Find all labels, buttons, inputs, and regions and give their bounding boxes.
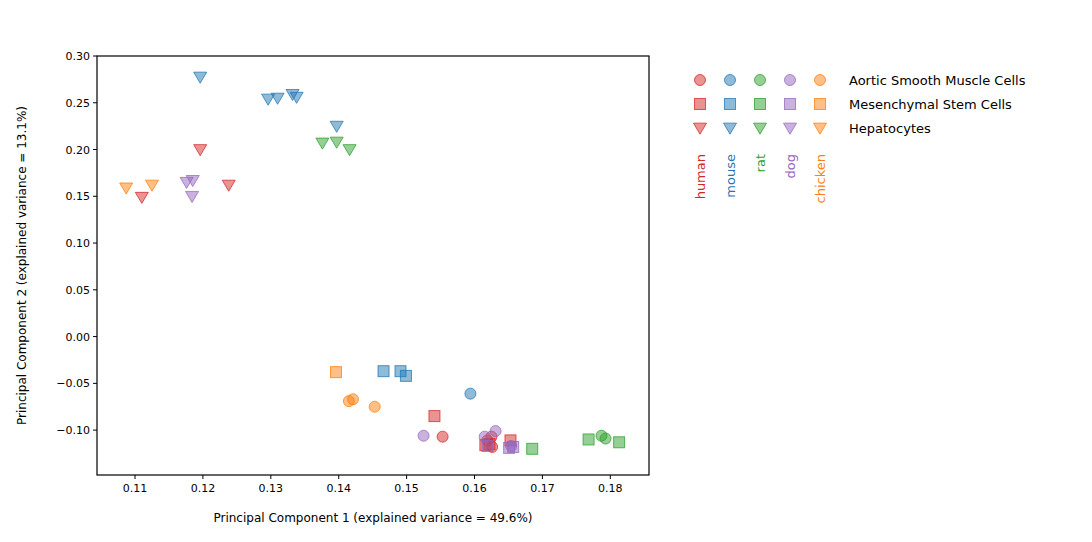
legend-marker (754, 123, 767, 134)
point (222, 180, 235, 191)
y-tick-label: 0.30 (66, 50, 91, 63)
point (186, 176, 199, 187)
y-tick (93, 102, 97, 103)
point (437, 431, 448, 442)
legend-marker (695, 99, 706, 110)
legend-marker (725, 99, 736, 110)
legend-species-label: mouse (723, 154, 738, 198)
point (135, 192, 148, 203)
point (400, 370, 411, 381)
x-tick (135, 475, 136, 479)
y-tick (93, 196, 97, 197)
point (583, 434, 594, 445)
x-tick-label: 0.15 (394, 482, 419, 495)
legend-marker (815, 99, 826, 110)
x-tick (542, 475, 543, 479)
point (186, 191, 199, 202)
legend-marker (694, 123, 707, 134)
x-tick-label: 0.17 (530, 482, 555, 495)
point (120, 183, 133, 194)
legend-marker (785, 99, 796, 110)
y-tick (93, 243, 97, 244)
legend-marker (815, 75, 826, 86)
x-tick (270, 475, 271, 479)
legend-marker (755, 75, 766, 86)
point (465, 388, 476, 399)
y-tick-label: 0.25 (66, 97, 91, 110)
x-tick (202, 475, 203, 479)
point (429, 411, 440, 422)
legend: Aortic Smooth Muscle Cells Mesenchymal St… (693, 73, 1026, 203)
legend-label: Mesenchymal Stem Cells (849, 97, 1012, 112)
point (600, 433, 611, 444)
legend-species-label: rat (753, 154, 768, 172)
legend-species-label: dog (783, 154, 798, 178)
x-tick (610, 475, 611, 479)
x-tick (338, 475, 339, 479)
legend-marker (725, 75, 736, 86)
y-tick (93, 56, 97, 57)
point (330, 367, 341, 378)
point (614, 437, 625, 448)
y-tick (93, 383, 97, 384)
y-tick-label: −0.10 (56, 424, 90, 437)
x-tick-label: 0.11 (123, 482, 148, 495)
legend-marker (695, 75, 706, 86)
point (330, 137, 343, 148)
y-tick-label: −0.05 (56, 377, 90, 390)
x-tick (406, 475, 407, 479)
y-tick-label: 0.00 (66, 331, 91, 344)
plot-frame (97, 56, 649, 475)
legend-marker (755, 99, 766, 110)
point (490, 426, 501, 437)
point (316, 138, 329, 149)
legend-species-label: human (693, 154, 708, 199)
legend-marker (784, 123, 797, 134)
point (343, 145, 356, 156)
y-tick-label: 0.05 (66, 284, 91, 297)
point (271, 93, 284, 104)
y-tick (93, 430, 97, 431)
x-tick-label: 0.14 (326, 482, 351, 495)
y-tick (93, 289, 97, 290)
x-tick-label: 0.12 (191, 482, 216, 495)
y-axis-label: Principal Component 2 (explained varianc… (15, 106, 29, 425)
legend-label: Hepatocytes (849, 121, 931, 136)
chart: 0.11 0.12 0.13 0.14 0.15 0.16 0.17 0.18 0.30 0.25… (0, 0, 1092, 542)
point (482, 441, 493, 452)
y-tick-label: 0.15 (66, 190, 91, 203)
point (369, 401, 380, 412)
x-tick-label: 0.16 (462, 482, 487, 495)
point (347, 394, 358, 405)
y-tick-label: 0.20 (66, 144, 91, 157)
y-tick (93, 149, 97, 150)
points (120, 72, 625, 454)
point (378, 366, 389, 377)
legend-marker (814, 123, 827, 134)
x-tick (474, 475, 475, 479)
point (290, 92, 303, 103)
legend-marker (785, 75, 796, 86)
legend-label: Aortic Smooth Muscle Cells (849, 73, 1026, 88)
point (330, 121, 343, 132)
point (194, 72, 207, 83)
point (418, 430, 429, 441)
point (145, 180, 158, 191)
legend-species-label: chicken (813, 154, 828, 203)
x-axis-label: Principal Component 1 (explained varianc… (213, 511, 532, 525)
point (527, 443, 538, 454)
point (504, 442, 515, 453)
y-tick (93, 336, 97, 337)
x-tick-label: 0.13 (259, 482, 284, 495)
point (194, 145, 207, 156)
y-tick-label: 0.10 (66, 237, 91, 250)
x-tick-label: 0.18 (598, 482, 623, 495)
legend-marker (724, 123, 737, 134)
